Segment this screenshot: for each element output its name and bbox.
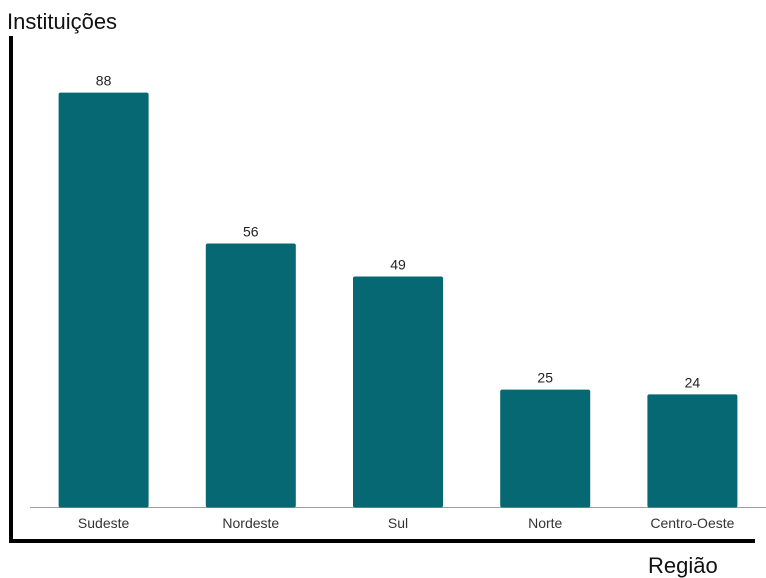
data-label: 88 bbox=[96, 73, 112, 89]
x-axis-label: Região bbox=[648, 553, 718, 578]
data-label: 25 bbox=[537, 370, 553, 386]
x-tick-label: Centro-Oeste bbox=[650, 515, 734, 531]
y-axis-label: Instituições bbox=[7, 9, 117, 34]
bar-nordeste bbox=[205, 243, 296, 508]
x-tick-label: Sudeste bbox=[78, 515, 130, 531]
bar-centro-oeste bbox=[647, 394, 738, 508]
data-label: 24 bbox=[685, 374, 701, 390]
bar-sul bbox=[353, 276, 443, 508]
data-label: 56 bbox=[243, 223, 259, 239]
x-tick-label: Sul bbox=[388, 515, 408, 531]
bar-sudeste bbox=[58, 92, 149, 508]
bar-series: 88 Sudeste 56 Nordeste 49 Sul 25 Norte 24 Centro-… bbox=[58, 73, 738, 531]
bar-norte bbox=[500, 389, 591, 508]
x-tick-label: Norte bbox=[528, 515, 562, 531]
x-tick-label: Nordeste bbox=[222, 515, 279, 531]
data-label: 49 bbox=[390, 256, 406, 272]
